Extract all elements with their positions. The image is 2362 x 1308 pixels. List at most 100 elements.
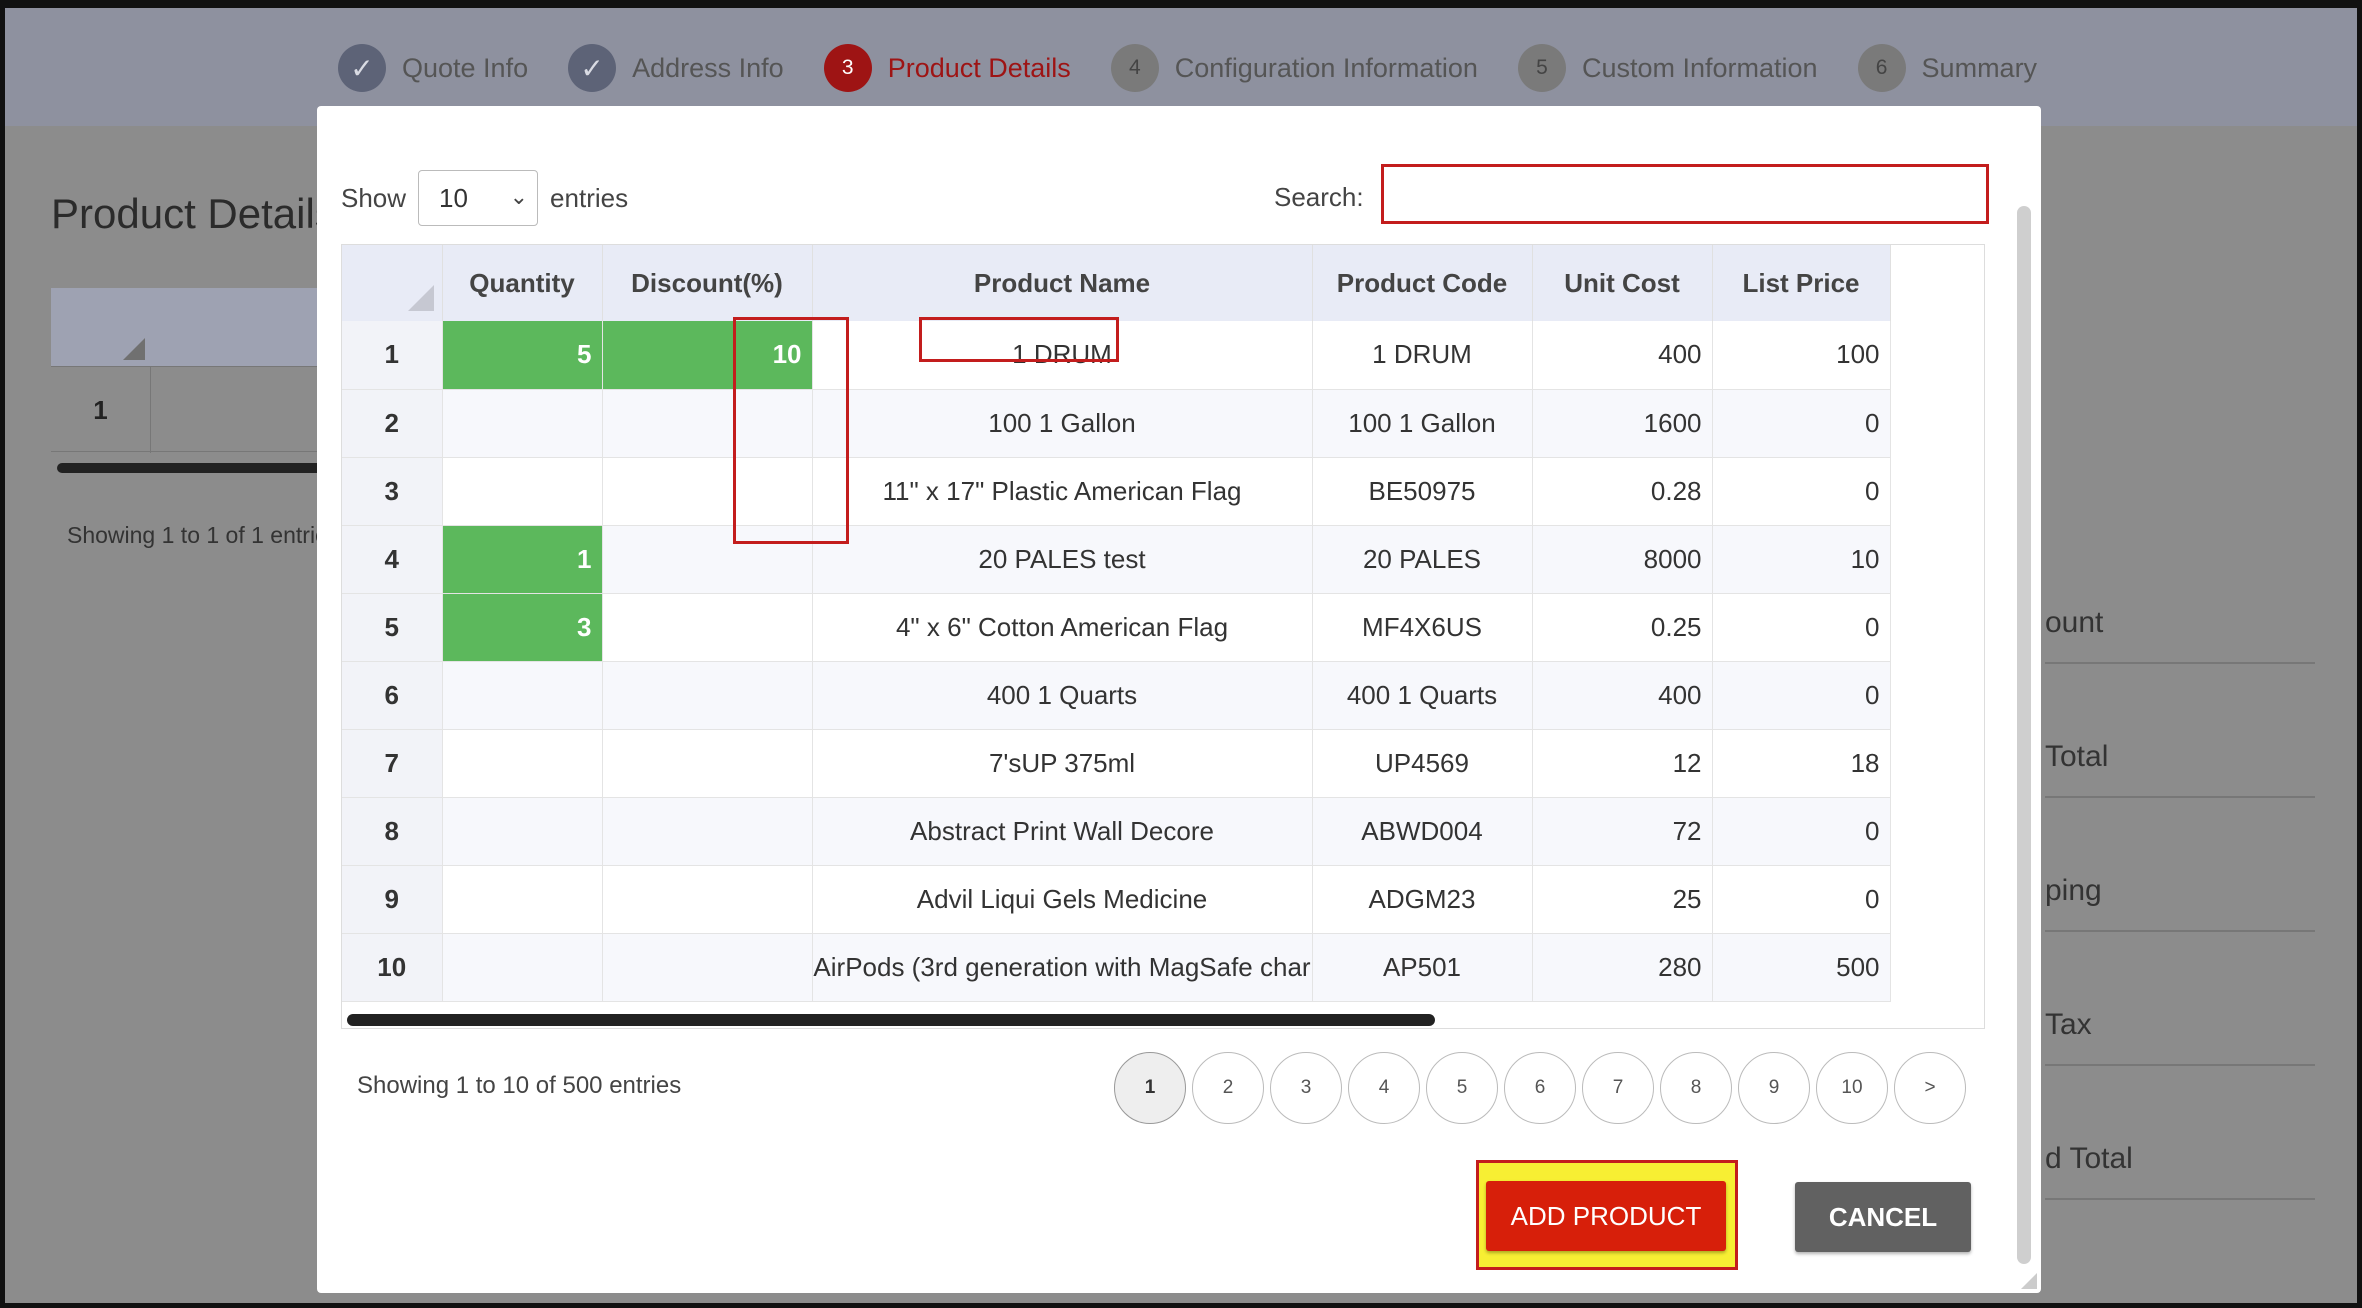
discount-cell[interactable]	[602, 865, 813, 934]
unit-cost-cell: 1600	[1532, 389, 1713, 458]
page-button-10[interactable]: 10	[1816, 1052, 1888, 1124]
unit-cost-cell: 400	[1532, 321, 1713, 390]
step-label: Configuration Information	[1174, 52, 1478, 83]
discount-cell[interactable]	[602, 457, 813, 526]
bg-horizontal-scrollbar[interactable]	[57, 463, 327, 473]
product-name-cell: 400 1 Quarts	[812, 661, 1313, 730]
row-number: 10	[342, 933, 443, 1002]
resize-handle-icon[interactable]	[2021, 1273, 2037, 1289]
list-price-header[interactable]: List Price	[1712, 245, 1891, 321]
vertical-scrollbar[interactable]	[2017, 206, 2031, 1264]
row-number: 4	[342, 525, 443, 594]
discount-cell[interactable]	[602, 389, 813, 458]
table-row[interactable]: 2 100 1 Gallon 100 1 Gallon 1600 0	[342, 389, 1891, 458]
page-button-2[interactable]: 2	[1192, 1052, 1264, 1124]
bg-row-number: 1	[51, 367, 151, 453]
quantity-cell[interactable]: 5	[442, 321, 603, 390]
quantity-cell[interactable]	[442, 865, 603, 934]
add-product-button[interactable]: ADD PRODUCT	[1486, 1181, 1726, 1251]
bg-summary-label: ping	[2045, 874, 2315, 932]
unit-cost-cell: 280	[1532, 933, 1713, 1002]
bg-label-text: Tax	[2045, 1008, 2092, 1041]
discount-cell[interactable]	[602, 729, 813, 798]
bg-corner-icon	[123, 338, 145, 360]
check-icon: ✓	[338, 44, 386, 92]
product-code-cell: BE50975	[1312, 457, 1533, 526]
quantity-cell[interactable]	[442, 661, 603, 730]
cancel-button[interactable]: CANCEL	[1795, 1182, 1971, 1252]
page-button-4[interactable]: 4	[1348, 1052, 1420, 1124]
page-button-9[interactable]: 9	[1738, 1052, 1810, 1124]
bg-showing-text: Showing 1 to 1 of 1 entries	[67, 522, 340, 548]
table-row[interactable]: 8 Abstract Print Wall Decore ABWD004 72 0	[342, 797, 1891, 866]
pagination: 1 2 3 4 5 6 7 8 9 10 >	[1114, 1052, 1972, 1124]
step-1[interactable]: ✓ Quote Info	[338, 44, 528, 92]
page-button-1[interactable]: 1	[1114, 1052, 1186, 1124]
discount-cell[interactable]	[602, 933, 813, 1002]
quantity-cell[interactable]	[442, 389, 603, 458]
bg-label-text: d Total	[2045, 1142, 2133, 1175]
bg-label-text: Total	[2045, 740, 2109, 773]
product-code-cell: ADGM23	[1312, 865, 1533, 934]
quantity-cell[interactable]	[442, 457, 603, 526]
page-size-wrapper: 10 ⌄	[406, 170, 550, 226]
discount-cell[interactable]	[602, 593, 813, 662]
step-6[interactable]: 6 Summary	[1857, 44, 2037, 92]
quantity-cell[interactable]: 3	[442, 593, 603, 662]
page-button-8[interactable]: 8	[1660, 1052, 1732, 1124]
product-name-cell: Advil Liqui Gels Medicine	[812, 865, 1313, 934]
horizontal-scrollbar[interactable]	[347, 1014, 1435, 1026]
unit-cost-cell: 72	[1532, 797, 1713, 866]
add-product-modal: Show 10 ⌄ entries Search: Quantity Discou…	[317, 106, 2041, 1293]
table-row[interactable]: 1 5 10 1 DRUM 1 DRUM 400 100	[342, 321, 1891, 390]
table-header-row: Quantity Discount(%) Product Name Product C…	[342, 245, 1891, 321]
table-row[interactable]: 10 AirPods (3rd generation with MagSafe c…	[342, 933, 1891, 1002]
step-number: 3	[823, 44, 872, 92]
page-size-select[interactable]: 10	[418, 170, 539, 226]
list-price-cell: 0	[1712, 593, 1891, 662]
quantity-cell[interactable]: 1	[442, 525, 603, 594]
discount-header[interactable]: Discount(%)	[602, 245, 813, 321]
product-name-cell: 100 1 Gallon	[812, 389, 1313, 458]
bg-summary-label: d Total	[2045, 1142, 2315, 1200]
table-row[interactable]: 3 11" x 17" Plastic American Flag BE50975 0…	[342, 457, 1891, 526]
step-3[interactable]: 3 Product Details	[823, 44, 1071, 92]
table-row[interactable]: 9 Advil Liqui Gels Medicine ADGM23 25 0	[342, 865, 1891, 934]
step-4[interactable]: 4 Configuration Information	[1110, 44, 1478, 92]
discount-cell[interactable]	[602, 525, 813, 594]
table-row[interactable]: 5 3 4" x 6" Cotton American Flag MF4X6US 0.2…	[342, 593, 1891, 662]
next-page-button[interactable]: >	[1894, 1052, 1966, 1124]
step-label: Custom Information	[1581, 52, 1818, 83]
row-number-header[interactable]	[342, 245, 443, 321]
quantity-header[interactable]: Quantity	[442, 245, 603, 321]
step-number: 6	[1857, 44, 1906, 92]
row-number: 8	[342, 797, 443, 866]
list-price-cell: 0	[1712, 797, 1891, 866]
page-button-5[interactable]: 5	[1426, 1052, 1498, 1124]
search-input[interactable]	[1381, 164, 1989, 224]
product-code-header[interactable]: Product Code	[1312, 245, 1533, 321]
unit-cost-cell: 400	[1532, 661, 1713, 730]
table-row[interactable]: 7 7'sUP 375ml UP4569 12 18	[342, 729, 1891, 798]
unit-cost-header[interactable]: Unit Cost	[1532, 245, 1713, 321]
quantity-cell[interactable]	[442, 729, 603, 798]
product-name-cell: Abstract Print Wall Decore	[812, 797, 1313, 866]
quantity-cell[interactable]	[442, 797, 603, 866]
page-button-3[interactable]: 3	[1270, 1052, 1342, 1124]
table-row[interactable]: 6 400 1 Quarts 400 1 Quarts 400 0	[342, 661, 1891, 730]
step-label: Product Details	[887, 52, 1071, 83]
discount-cell[interactable]	[602, 661, 813, 730]
bg-table-header	[51, 288, 331, 366]
quantity-cell[interactable]	[442, 933, 603, 1002]
step-2[interactable]: ✓ Address Info	[568, 44, 784, 92]
discount-cell[interactable]: 10	[602, 321, 813, 390]
product-code-cell: 1 DRUM	[1312, 321, 1533, 390]
product-name-header[interactable]: Product Name	[812, 245, 1313, 321]
product-grid: Quantity Discount(%) Product Name Product C…	[341, 244, 1985, 1029]
step-5[interactable]: 5 Custom Information	[1517, 44, 1818, 92]
discount-cell[interactable]	[602, 797, 813, 866]
page-button-6[interactable]: 6	[1504, 1052, 1576, 1124]
product-code-cell: AP501	[1312, 933, 1533, 1002]
table-row[interactable]: 4 1 20 PALES test 20 PALES 8000 10	[342, 525, 1891, 594]
page-button-7[interactable]: 7	[1582, 1052, 1654, 1124]
